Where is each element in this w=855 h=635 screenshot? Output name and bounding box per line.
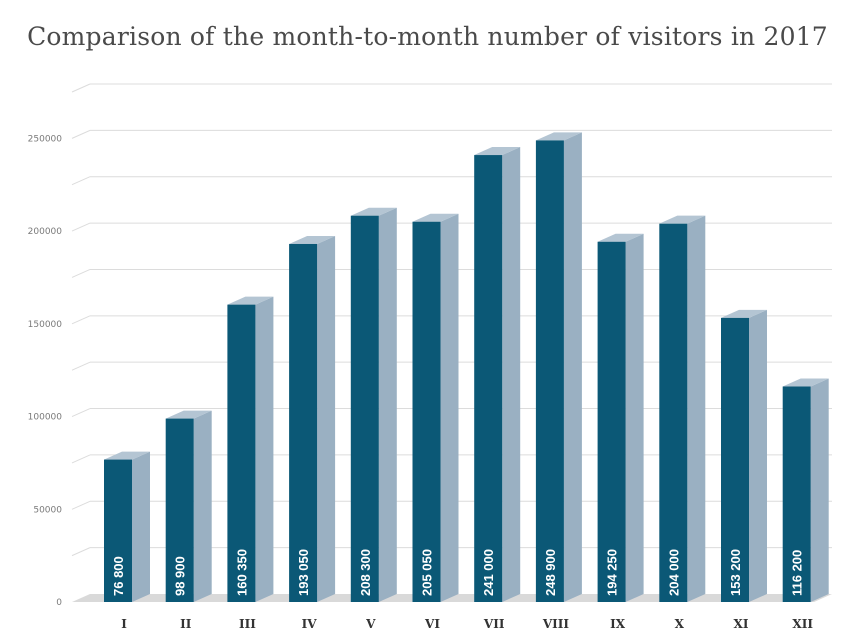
bar-value-label: 193 050 — [296, 549, 311, 596]
bar-value-label: 160 350 — [234, 549, 249, 596]
bar: 116 200 — [782, 378, 829, 602]
x-tick-label: VII — [483, 617, 505, 631]
gridlines — [71, 83, 832, 602]
bar-value-label: 241 000 — [481, 549, 496, 596]
bar-value-label: 194 250 — [605, 549, 620, 596]
bar-top — [535, 132, 582, 141]
gridline-diagonal — [71, 222, 91, 232]
x-tick-label: II — [180, 617, 192, 631]
bar-top — [104, 451, 150, 460]
y-tick-label: 250000 — [28, 134, 63, 144]
x-tick-label: XII — [792, 617, 813, 631]
bar-front — [412, 221, 441, 602]
gridline-diagonal — [71, 361, 91, 371]
bar-side — [563, 132, 582, 603]
bar-top — [350, 207, 397, 216]
chart-title: Comparison of the month-to-month number … — [27, 22, 828, 51]
gridline-diagonal — [71, 500, 91, 510]
gridline-diagonal — [71, 129, 91, 139]
bar: 248 900 — [535, 132, 582, 603]
bar: 204 000 — [659, 215, 706, 602]
bar-side — [502, 147, 521, 602]
bar-side — [255, 296, 274, 602]
x-tick-label: V — [365, 617, 376, 631]
bar: 98 900 — [165, 410, 212, 602]
x-tick-label: XI — [734, 617, 749, 631]
x-tick-label: VIII — [542, 617, 570, 631]
gridline-diagonal — [71, 408, 91, 418]
bar-top — [474, 147, 521, 156]
x-axis: I II III IV V VI VII VIII IX X XI XII — [121, 617, 813, 631]
y-tick-label: 150000 — [28, 320, 63, 330]
bar: 193 050 — [289, 235, 336, 603]
bar-side — [132, 451, 150, 602]
bar-top — [227, 296, 274, 305]
bar-value-label: 248 900 — [543, 549, 558, 596]
y-tick-label: 200000 — [28, 227, 63, 237]
bar: 194 250 — [597, 233, 644, 602]
y-axis: 0 50000 100000 150000 200000 250000 — [28, 134, 63, 608]
bar: 208 300 — [350, 207, 397, 602]
y-tick-label: 0 — [56, 598, 62, 608]
bar-value-label: 76 800 — [111, 556, 126, 596]
x-tick-label: III — [239, 617, 256, 631]
bar-top — [782, 378, 829, 387]
bar-side — [749, 309, 767, 602]
y-tick-label: 100000 — [28, 413, 63, 423]
x-tick-label: I — [121, 617, 127, 631]
bar-value-label: 153 200 — [728, 549, 743, 596]
bar: 241 000 — [474, 147, 521, 602]
bar: 76 800 — [104, 451, 150, 602]
x-tick-label: IV — [302, 617, 318, 631]
bar-front — [350, 215, 379, 602]
bar-top — [721, 309, 767, 318]
bar-front — [721, 317, 749, 602]
bar-top — [165, 410, 212, 419]
bar: 205 050 — [412, 213, 459, 602]
gridline-diagonal — [71, 268, 91, 278]
bar-top — [412, 213, 459, 222]
gridline-diagonal — [71, 454, 91, 464]
x-tick-label: X — [675, 617, 685, 631]
bar-front — [227, 304, 256, 602]
bar-value-label: 116 200 — [790, 550, 805, 596]
bar-side — [440, 213, 459, 602]
gridline-diagonal — [71, 83, 91, 93]
bars: 76 800 98 900 160 350 193 050 208 300 205 050… — [104, 132, 829, 603]
gridline-diagonal — [71, 176, 91, 186]
bar-side — [625, 233, 644, 602]
gridline-diagonal — [71, 315, 91, 325]
bar-value-label: 208 300 — [358, 549, 373, 596]
bar: 160 350 — [227, 296, 274, 602]
bar-side — [317, 235, 336, 603]
bar-front — [535, 140, 564, 603]
bar-value-label: 204 000 — [666, 549, 681, 596]
bar-top — [659, 215, 706, 224]
gridline-diagonal — [71, 547, 91, 557]
y-tick-label: 50000 — [33, 505, 62, 515]
bar-front — [597, 241, 626, 602]
bar-value-label: 205 050 — [420, 549, 435, 596]
bar-front — [474, 155, 503, 602]
bar: 153 200 — [721, 309, 767, 602]
bar-front — [782, 386, 811, 602]
x-tick-label: VI — [424, 617, 440, 631]
bar-side — [810, 378, 829, 602]
bar-top — [289, 235, 336, 244]
bar-side — [687, 215, 706, 602]
bar-top — [597, 233, 644, 242]
bar-value-label: 98 900 — [173, 556, 188, 596]
bar-front — [659, 223, 688, 602]
bar-front — [104, 459, 132, 602]
bar-side — [193, 410, 212, 602]
x-tick-label: IX — [610, 617, 626, 631]
bar-front — [289, 243, 318, 603]
bar-front — [165, 418, 194, 602]
bar-side — [378, 207, 397, 602]
